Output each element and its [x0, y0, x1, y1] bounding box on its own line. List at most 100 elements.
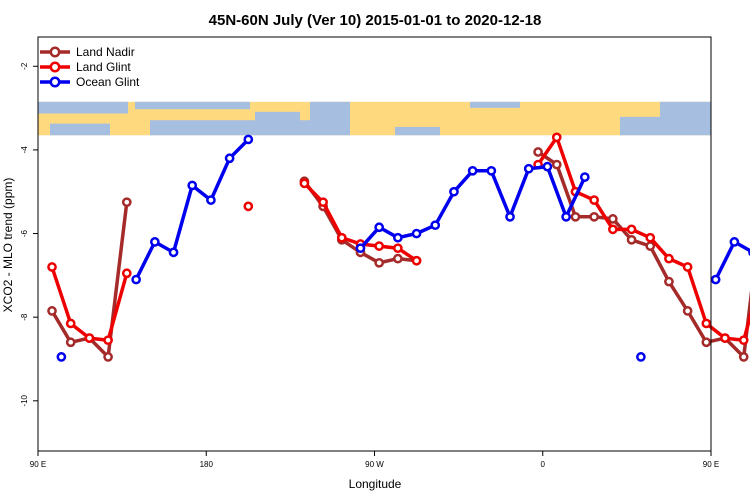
y-tick-label: -2: [20, 62, 29, 70]
chart-title: 45N-60N July (Ver 10) 2015-01-01 to 2020…: [209, 12, 542, 29]
data-point: [523, 163, 534, 174]
data-point: [682, 262, 693, 272]
series-land-nadir: [47, 147, 750, 362]
y-tick-label: -6: [20, 229, 29, 237]
y-tick-label: -10: [20, 394, 29, 406]
x-axis: 90 E 180 90 W 0 90 E: [30, 451, 719, 469]
legend-item: Land Nadir: [40, 45, 135, 59]
data-point: [701, 318, 712, 329]
y-axis-label: XCO2 - MLO trend (ppm): [1, 178, 15, 313]
legend-marker: [49, 76, 61, 88]
data-point: [589, 195, 600, 205]
x-tick-label: 90 E: [30, 460, 46, 469]
map-ocean: [255, 111, 300, 126]
data-point: [47, 262, 57, 272]
data-point: [542, 161, 553, 172]
data-point: [374, 222, 385, 233]
data-point: [411, 255, 422, 266]
data-point: [47, 306, 57, 316]
data-point: [570, 211, 581, 222]
data-point: [393, 232, 403, 243]
map-ocean: [135, 101, 250, 110]
data-point: [206, 195, 216, 205]
data-point: [65, 318, 76, 329]
map-ocean: [50, 123, 110, 136]
data-point: [393, 243, 403, 254]
data-point: [121, 197, 132, 208]
data-point: [84, 333, 95, 343]
data-point: [645, 241, 656, 251]
data-point: [589, 211, 600, 222]
series-layer: [47, 132, 750, 362]
data-point: [374, 257, 385, 268]
data-point: [355, 243, 366, 254]
legend-marker: [49, 46, 61, 58]
x-tick-label: 0: [541, 460, 546, 469]
y-tick-label: -8: [20, 313, 29, 321]
x-tick-label: 180: [200, 460, 214, 469]
legend-label: Ocean Glint: [76, 75, 140, 89]
data-point: [561, 211, 571, 222]
data-point: [729, 237, 740, 247]
map-ocean: [395, 126, 440, 136]
data-point: [738, 335, 749, 346]
data-point: [701, 337, 712, 348]
data-point: [187, 180, 198, 191]
data-point: [738, 352, 749, 362]
legend-item: Land Glint: [40, 60, 131, 74]
legend-label: Land Nadir: [76, 45, 135, 59]
data-point: [224, 153, 235, 164]
series-line: [714, 240, 750, 281]
data-point: [626, 234, 637, 245]
x-axis-label: Longitude: [349, 477, 402, 491]
data-point: [579, 172, 590, 182]
data-point: [533, 147, 543, 157]
data-point: [121, 268, 132, 279]
data-point: [486, 165, 497, 176]
data-point: [168, 247, 179, 258]
data-point: [608, 224, 618, 235]
data-point: [103, 335, 113, 346]
data-point: [664, 253, 674, 264]
map-ocean: [660, 101, 711, 122]
data-point: [608, 214, 618, 224]
map-ocean: [310, 101, 350, 136]
data-point: [645, 232, 656, 243]
series-line: [537, 150, 750, 359]
data-point: [551, 159, 562, 170]
data-point: [720, 333, 730, 343]
map-ocean: [38, 101, 128, 114]
data-point: [682, 306, 693, 316]
series-line: [536, 135, 750, 342]
data-point: [243, 134, 254, 145]
data-point: [467, 165, 478, 176]
legend-marker: [49, 61, 61, 73]
data-point: [336, 232, 347, 243]
map-ocean: [470, 101, 520, 108]
data-point: [243, 201, 254, 212]
x-tick-label: 90 W: [365, 460, 384, 469]
data-point: [710, 274, 721, 285]
data-point: [318, 197, 328, 208]
data-point: [626, 224, 637, 235]
y-axis: -2 -4 -6 -8 -10: [20, 62, 38, 407]
data-point: [56, 352, 67, 362]
data-point: [636, 352, 646, 362]
data-point: [411, 228, 422, 239]
map-strip: [38, 101, 711, 136]
legend-item: Ocean Glint: [40, 75, 140, 89]
data-point: [551, 132, 562, 143]
series-ocean-glint: [56, 134, 750, 362]
y-tick-label: -4: [20, 146, 29, 154]
data-point: [65, 337, 76, 348]
x-tick-label: 90 E: [703, 460, 719, 469]
data-point: [430, 220, 441, 231]
data-point: [505, 211, 515, 222]
data-point: [131, 274, 141, 285]
series-land-glint: [47, 132, 750, 346]
data-point: [664, 276, 674, 287]
data-point: [149, 237, 160, 247]
data-point: [449, 186, 459, 197]
